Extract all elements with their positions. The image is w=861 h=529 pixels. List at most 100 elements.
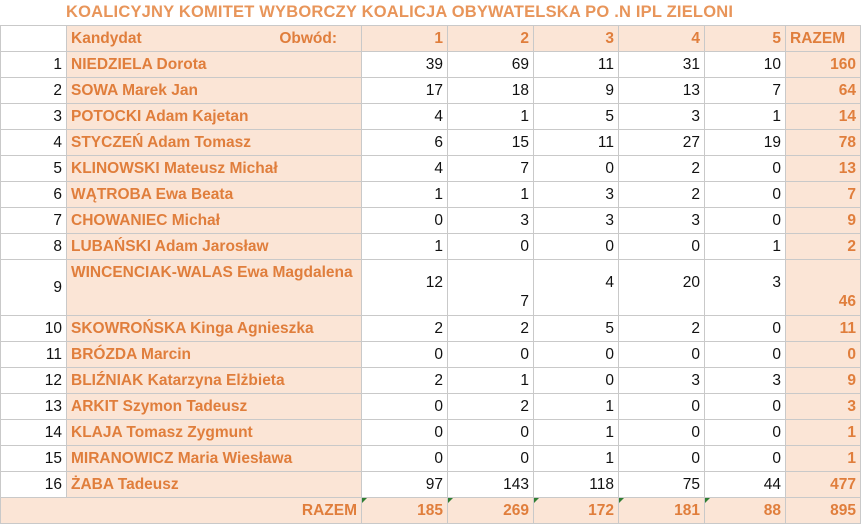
district-5-votes-cell[interactable]: 3 bbox=[704, 259, 786, 316]
district-2-votes-cell[interactable]: 2 bbox=[447, 393, 534, 420]
district-5-votes-cell[interactable]: 10 bbox=[704, 51, 786, 78]
candidate-name-cell[interactable]: STYCZEŃ Adam Tomasz bbox=[66, 129, 362, 156]
header-col-1[interactable]: 1 bbox=[361, 25, 448, 52]
candidate-name-cell[interactable]: WINCENCIAK-WALAS Ewa Magdalena bbox=[66, 259, 362, 316]
district-3-votes-cell[interactable]: 0 bbox=[533, 233, 619, 260]
district-5-total-cell[interactable]: 88 bbox=[704, 497, 786, 524]
district-4-votes-cell[interactable]: 0 bbox=[618, 233, 705, 260]
district-3-votes-cell[interactable]: 1 bbox=[533, 445, 619, 472]
district-3-votes-cell[interactable]: 0 bbox=[533, 155, 619, 182]
candidate-total-cell[interactable]: 64 bbox=[785, 77, 861, 104]
totals-label-cell[interactable]: RAZEM bbox=[0, 497, 362, 524]
candidate-total-cell[interactable]: 7 bbox=[785, 181, 861, 208]
candidate-name-cell[interactable]: ŻABA Tadeusz bbox=[66, 471, 362, 498]
district-2-votes-cell[interactable]: 1 bbox=[447, 103, 534, 130]
row-index-cell[interactable]: 1 bbox=[0, 51, 67, 78]
district-2-votes-cell[interactable]: 69 bbox=[447, 51, 534, 78]
district-1-votes-cell[interactable]: 97 bbox=[361, 471, 448, 498]
row-index-cell[interactable]: 9 bbox=[0, 259, 67, 316]
header-candidate-cell[interactable]: Kandydat Obwód: bbox=[66, 25, 362, 52]
district-4-votes-cell[interactable]: 2 bbox=[618, 155, 705, 182]
district-3-votes-cell[interactable]: 11 bbox=[533, 129, 619, 156]
candidate-total-cell[interactable]: 1 bbox=[785, 445, 861, 472]
district-1-votes-cell[interactable]: 6 bbox=[361, 129, 448, 156]
district-5-votes-cell[interactable]: 0 bbox=[704, 445, 786, 472]
district-5-votes-cell[interactable]: 0 bbox=[704, 341, 786, 368]
district-3-votes-cell[interactable]: 1 bbox=[533, 419, 619, 446]
district-5-votes-cell[interactable]: 3 bbox=[704, 367, 786, 394]
district-1-votes-cell[interactable]: 4 bbox=[361, 103, 448, 130]
district-3-votes-cell[interactable]: 0 bbox=[533, 341, 619, 368]
district-2-votes-cell[interactable]: 15 bbox=[447, 129, 534, 156]
district-3-votes-cell[interactable]: 0 bbox=[533, 367, 619, 394]
candidate-name-cell[interactable]: ARKIT Szymon Tadeusz bbox=[66, 393, 362, 420]
row-index-cell[interactable]: 7 bbox=[0, 207, 67, 234]
row-index-cell[interactable]: 12 bbox=[0, 367, 67, 394]
row-index-cell[interactable]: 6 bbox=[0, 181, 67, 208]
candidate-total-cell[interactable]: 0 bbox=[785, 341, 861, 368]
district-1-votes-cell[interactable]: 39 bbox=[361, 51, 448, 78]
district-4-votes-cell[interactable]: 0 bbox=[618, 445, 705, 472]
district-2-votes-cell[interactable]: 0 bbox=[447, 419, 534, 446]
district-1-total-cell[interactable]: 185 bbox=[361, 497, 448, 524]
district-1-votes-cell[interactable]: 0 bbox=[361, 419, 448, 446]
candidate-name-cell[interactable]: SKOWROŃSKA Kinga Agnieszka bbox=[66, 315, 362, 342]
row-index-cell[interactable]: 16 bbox=[0, 471, 67, 498]
row-index-cell[interactable]: 8 bbox=[0, 233, 67, 260]
district-1-votes-cell[interactable]: 17 bbox=[361, 77, 448, 104]
district-4-votes-cell[interactable]: 27 bbox=[618, 129, 705, 156]
district-4-votes-cell[interactable]: 3 bbox=[618, 367, 705, 394]
district-5-votes-cell[interactable]: 0 bbox=[704, 393, 786, 420]
district-4-votes-cell[interactable]: 2 bbox=[618, 181, 705, 208]
district-2-votes-cell[interactable]: 7 bbox=[447, 259, 534, 316]
district-4-total-cell[interactable]: 181 bbox=[618, 497, 705, 524]
district-5-votes-cell[interactable]: 7 bbox=[704, 77, 786, 104]
candidate-name-cell[interactable]: LUBAŃSKI Adam Jarosław bbox=[66, 233, 362, 260]
district-3-votes-cell[interactable]: 5 bbox=[533, 103, 619, 130]
row-index-cell[interactable]: 13 bbox=[0, 393, 67, 420]
district-1-votes-cell[interactable]: 0 bbox=[361, 445, 448, 472]
district-4-votes-cell[interactable]: 75 bbox=[618, 471, 705, 498]
district-1-votes-cell[interactable]: 1 bbox=[361, 181, 448, 208]
candidate-total-cell[interactable]: 11 bbox=[785, 315, 861, 342]
candidate-total-cell[interactable]: 78 bbox=[785, 129, 861, 156]
district-5-votes-cell[interactable]: 1 bbox=[704, 103, 786, 130]
district-2-total-cell[interactable]: 269 bbox=[447, 497, 534, 524]
district-2-votes-cell[interactable]: 18 bbox=[447, 77, 534, 104]
district-2-votes-cell[interactable]: 2 bbox=[447, 315, 534, 342]
district-2-votes-cell[interactable]: 0 bbox=[447, 233, 534, 260]
district-4-votes-cell[interactable]: 0 bbox=[618, 419, 705, 446]
district-2-votes-cell[interactable]: 1 bbox=[447, 367, 534, 394]
row-index-cell[interactable]: 15 bbox=[0, 445, 67, 472]
district-1-votes-cell[interactable]: 2 bbox=[361, 315, 448, 342]
row-index-cell[interactable]: 2 bbox=[0, 77, 67, 104]
district-5-votes-cell[interactable]: 44 bbox=[704, 471, 786, 498]
district-3-votes-cell[interactable]: 5 bbox=[533, 315, 619, 342]
candidate-total-cell[interactable]: 14 bbox=[785, 103, 861, 130]
district-3-votes-cell[interactable]: 3 bbox=[533, 207, 619, 234]
header-col-2[interactable]: 2 bbox=[447, 25, 534, 52]
candidate-total-cell[interactable]: 477 bbox=[785, 471, 861, 498]
row-index-cell[interactable]: 10 bbox=[0, 315, 67, 342]
district-4-votes-cell[interactable]: 0 bbox=[618, 393, 705, 420]
candidate-total-cell[interactable]: 46 bbox=[785, 259, 861, 316]
district-1-votes-cell[interactable]: 0 bbox=[361, 207, 448, 234]
grand-total-cell[interactable]: 895 bbox=[785, 497, 861, 524]
district-4-votes-cell[interactable]: 2 bbox=[618, 315, 705, 342]
candidate-name-cell[interactable]: WĄTROBA Ewa Beata bbox=[66, 181, 362, 208]
district-5-votes-cell[interactable]: 0 bbox=[704, 155, 786, 182]
district-4-votes-cell[interactable]: 3 bbox=[618, 207, 705, 234]
district-3-votes-cell[interactable]: 4 bbox=[533, 259, 619, 316]
candidate-name-cell[interactable]: BRÓZDA Marcin bbox=[66, 341, 362, 368]
district-1-votes-cell[interactable]: 12 bbox=[361, 259, 448, 316]
district-4-votes-cell[interactable]: 20 bbox=[618, 259, 705, 316]
candidate-total-cell[interactable]: 9 bbox=[785, 207, 861, 234]
header-col-3[interactable]: 3 bbox=[533, 25, 619, 52]
row-index-cell[interactable]: 4 bbox=[0, 129, 67, 156]
district-1-votes-cell[interactable]: 0 bbox=[361, 393, 448, 420]
district-3-votes-cell[interactable]: 3 bbox=[533, 181, 619, 208]
district-3-votes-cell[interactable]: 9 bbox=[533, 77, 619, 104]
district-2-votes-cell[interactable]: 0 bbox=[447, 341, 534, 368]
district-4-votes-cell[interactable]: 0 bbox=[618, 341, 705, 368]
candidate-name-cell[interactable]: NIEDZIELA Dorota bbox=[66, 51, 362, 78]
